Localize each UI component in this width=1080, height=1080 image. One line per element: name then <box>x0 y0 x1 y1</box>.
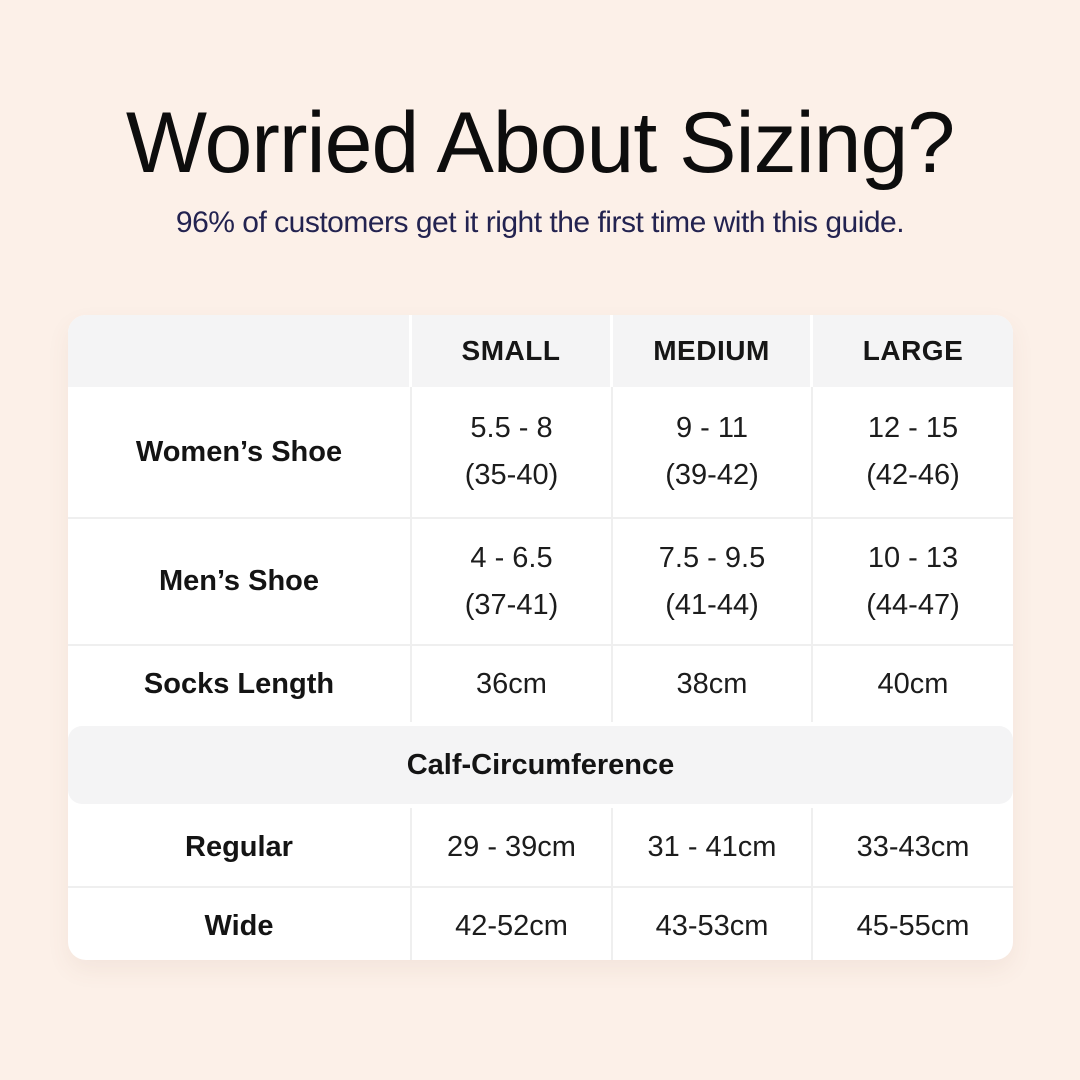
cell-regular-large: 33-43cm <box>813 808 1013 886</box>
cell-value: (35-40) <box>464 459 559 491</box>
cell-mens-medium: 7.5 - 9.5 (41-44) <box>613 519 813 644</box>
cell-wide-large: 45-55cm <box>813 888 1013 960</box>
cell-value: (41-44) <box>665 588 759 621</box>
section-band-row: Calf-Circumference <box>68 722 1013 808</box>
row-label-socks-length: Socks Length <box>68 646 412 722</box>
table-header-row: SMALL MEDIUM LARGE <box>68 315 1013 387</box>
cell-womens-large: 12 - 15 (42-46) <box>813 387 1013 517</box>
cell-socks-large: 40cm <box>813 646 1013 722</box>
table-row-wide: Wide 42-52cm 43-53cm 45-55cm <box>68 886 1013 960</box>
row-label-regular: Regular <box>68 808 412 886</box>
cell-value: (39-42) <box>665 459 759 491</box>
cell-value: 12 - 15 <box>867 412 959 444</box>
section-header-calf-circumference: Calf-Circumference <box>68 726 1013 804</box>
header-small: SMALL <box>412 315 613 387</box>
row-label-womens-shoe: Women’s Shoe <box>68 387 412 517</box>
page-title: Worried About Sizing? <box>125 95 955 191</box>
cell-regular-medium: 31 - 41cm <box>613 808 813 886</box>
table-row-mens-shoe: Men’s Shoe 4 - 6.5 (37-41) 7.5 - 9.5 (41… <box>68 517 1013 644</box>
page-subtitle: 96% of customers get it right the first … <box>175 206 905 239</box>
cell-value: 9 - 11 <box>675 412 748 444</box>
cell-wide-medium: 43-53cm <box>613 888 813 960</box>
cell-value: 10 - 13 <box>867 541 959 574</box>
cell-mens-small: 4 - 6.5 (37-41) <box>412 519 613 644</box>
cell-mens-large: 10 - 13 (44-47) <box>813 519 1013 644</box>
cell-socks-medium: 38cm <box>613 646 813 722</box>
header-medium: MEDIUM <box>613 315 813 387</box>
header-large: LARGE <box>862 335 964 366</box>
table-row-socks-length: Socks Length 36cm 38cm 40cm <box>68 644 1013 722</box>
cell-value: 31 - 41cm <box>647 830 777 863</box>
cell-wide-small: 42-52cm <box>412 888 613 960</box>
row-label-wide: Wide <box>68 888 412 960</box>
cell-value: (44-47) <box>866 588 960 621</box>
header-empty-cell <box>68 315 412 387</box>
cell-value: 40cm <box>877 667 949 700</box>
cell-value: 42-52cm <box>455 909 568 942</box>
cell-value: 36cm <box>476 667 547 700</box>
cell-value: 33-43cm <box>856 830 970 863</box>
cell-value: (42-46) <box>866 459 960 491</box>
table-row-regular: Regular 29 - 39cm 31 - 41cm 33-43cm <box>68 808 1013 886</box>
cell-socks-small: 36cm <box>412 646 613 722</box>
cell-value: 5.5 - 8 <box>470 412 553 444</box>
cell-value: 29 - 39cm <box>447 830 576 863</box>
cell-regular-small: 29 - 39cm <box>412 808 613 886</box>
cell-value: 38cm <box>676 667 748 700</box>
cell-value: 7.5 - 9.5 <box>658 541 766 574</box>
cell-value: 4 - 6.5 <box>470 541 553 574</box>
row-label-mens-shoe: Men’s Shoe <box>68 519 412 644</box>
cell-womens-medium: 9 - 11 (39-42) <box>613 387 813 517</box>
table-row-womens-shoe: Women’s Shoe 5.5 - 8 (35-40) 9 - 11 (39-… <box>68 387 1013 517</box>
size-chart-table: SMALL MEDIUM LARGE Women’s Shoe 5.5 - 8 … <box>68 315 1013 960</box>
cell-womens-small: 5.5 - 8 (35-40) <box>412 387 613 517</box>
cell-value: 43-53cm <box>655 909 769 942</box>
cell-value: (37-41) <box>464 588 559 621</box>
cell-value: 45-55cm <box>856 909 970 942</box>
